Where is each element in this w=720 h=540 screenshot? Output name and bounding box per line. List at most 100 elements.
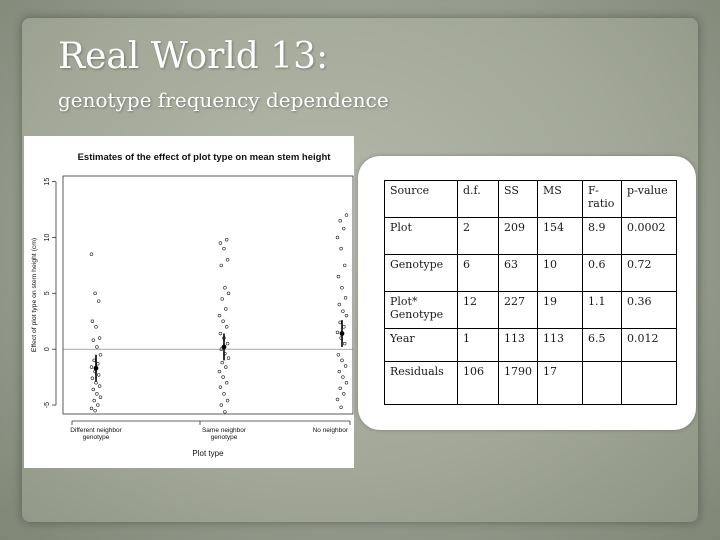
table-cell: 63 (498, 254, 538, 292)
y-tick-label: 10 (44, 233, 51, 241)
data-point (223, 410, 227, 414)
x-tick-label: No neighbor (313, 427, 349, 434)
table-cell: 2 (457, 217, 499, 255)
mean-point (93, 365, 99, 371)
table-cell: 0.36 (621, 291, 677, 329)
data-point (339, 246, 343, 251)
data-point (225, 381, 229, 385)
data-point (98, 395, 103, 399)
data-point (340, 358, 344, 363)
scatter-chart: Estimates of the effect of plot type on … (31, 152, 354, 458)
data-point (223, 286, 227, 290)
y-axis: -5 0 5 10 15 (44, 178, 57, 408)
data-point (226, 291, 231, 296)
x-tick-label: Different neighbor genotype (70, 427, 122, 441)
data-point (97, 384, 102, 388)
data-point (343, 364, 348, 368)
data-point (344, 213, 349, 217)
table-cell: 0.72 (621, 254, 677, 292)
data-point (336, 274, 341, 279)
data-point (96, 362, 100, 366)
table-cell: 6 (457, 254, 499, 292)
table-row: Genotype 6 63 10 0.6 0.72 (384, 254, 677, 292)
table-cell: 1 (457, 328, 499, 362)
anova-table-panel: Source d.f. SS MS F-ratio p-value Plot 2… (358, 156, 696, 430)
header-source: Source (384, 180, 458, 218)
table-cell: Plot* Genotype (384, 291, 458, 329)
data-point (218, 385, 223, 389)
table-cell: 8.9 (582, 217, 622, 255)
data-point (92, 358, 96, 363)
data-point (338, 386, 342, 391)
data-point (337, 369, 341, 374)
data-point (341, 309, 345, 313)
table-cell: 0.012 (621, 328, 677, 362)
data-point (225, 398, 230, 403)
data-point (335, 330, 340, 335)
data-point (96, 403, 100, 407)
data-point (338, 320, 342, 325)
data-point (224, 365, 228, 369)
data-point (92, 398, 96, 403)
data-point (341, 375, 345, 379)
table-row: Year 1 113 113 6.5 0.012 (384, 328, 677, 362)
header-df: d.f. (457, 180, 499, 218)
data-point (344, 381, 349, 385)
header-f-ratio: F-ratio (582, 180, 622, 218)
table-row: Residuals 106 1790 17 (384, 361, 677, 405)
data-point (342, 392, 346, 396)
y-axis-label: Effect of plot type on stem height (cm) (31, 238, 38, 352)
data-point (222, 246, 226, 251)
table-cell: Plot (384, 217, 458, 255)
table-cell: 1.1 (582, 291, 622, 329)
data-point (226, 356, 231, 360)
data-point (340, 286, 344, 290)
data-point (343, 263, 347, 268)
scatter-chart-panel: Estimates of the effect of plot type on … (24, 136, 354, 468)
data-point (342, 325, 346, 329)
table-cell: 12 (457, 291, 499, 329)
table-header-row: Source d.f. SS MS F-ratio p-value (384, 180, 677, 218)
table-cell: 154 (537, 217, 583, 255)
table-cell: Residuals (384, 361, 458, 405)
data-point (221, 375, 225, 379)
data-point (343, 341, 347, 346)
header-ms: MS (537, 180, 583, 218)
table-cell: 106 (457, 361, 499, 405)
table-cell: 0.0002 (621, 217, 677, 255)
data-point (220, 297, 224, 301)
header-ss: SS (498, 180, 538, 218)
data-point (339, 405, 343, 409)
mean-point (339, 331, 345, 336)
data-points (89, 213, 349, 414)
data-point (218, 241, 223, 245)
data-point (335, 235, 340, 240)
data-point (91, 338, 96, 342)
mean-point (221, 344, 227, 350)
data-point (219, 403, 224, 407)
header-p-value: p-value (621, 180, 677, 218)
y-tick-label: 15 (44, 178, 51, 186)
data-point (91, 387, 96, 392)
data-point (225, 258, 230, 262)
table-cell: 17 (537, 361, 583, 405)
data-point (89, 365, 94, 369)
data-point (95, 392, 99, 396)
y-tick-label: 5 (44, 291, 51, 295)
data-point (224, 307, 228, 311)
data-point (343, 296, 348, 300)
data-point (222, 392, 226, 396)
slide-subtitle: genotype frequency dependence (58, 88, 389, 112)
x-axis-label: Plot type (192, 449, 224, 458)
table-cell: 1790 (498, 361, 538, 405)
data-point (219, 263, 224, 268)
table-cell: 6.5 (582, 328, 622, 362)
plot-area-frame (62, 175, 354, 415)
table-row: Plot 2 209 154 8.9 0.0002 (384, 217, 677, 255)
data-point (217, 313, 222, 318)
table-cell: Year (384, 328, 458, 362)
x-axis: Different neighbor genotype Same neighbor g… (70, 420, 351, 441)
data-point (220, 360, 224, 365)
data-point (221, 319, 225, 323)
data-point (225, 237, 229, 242)
